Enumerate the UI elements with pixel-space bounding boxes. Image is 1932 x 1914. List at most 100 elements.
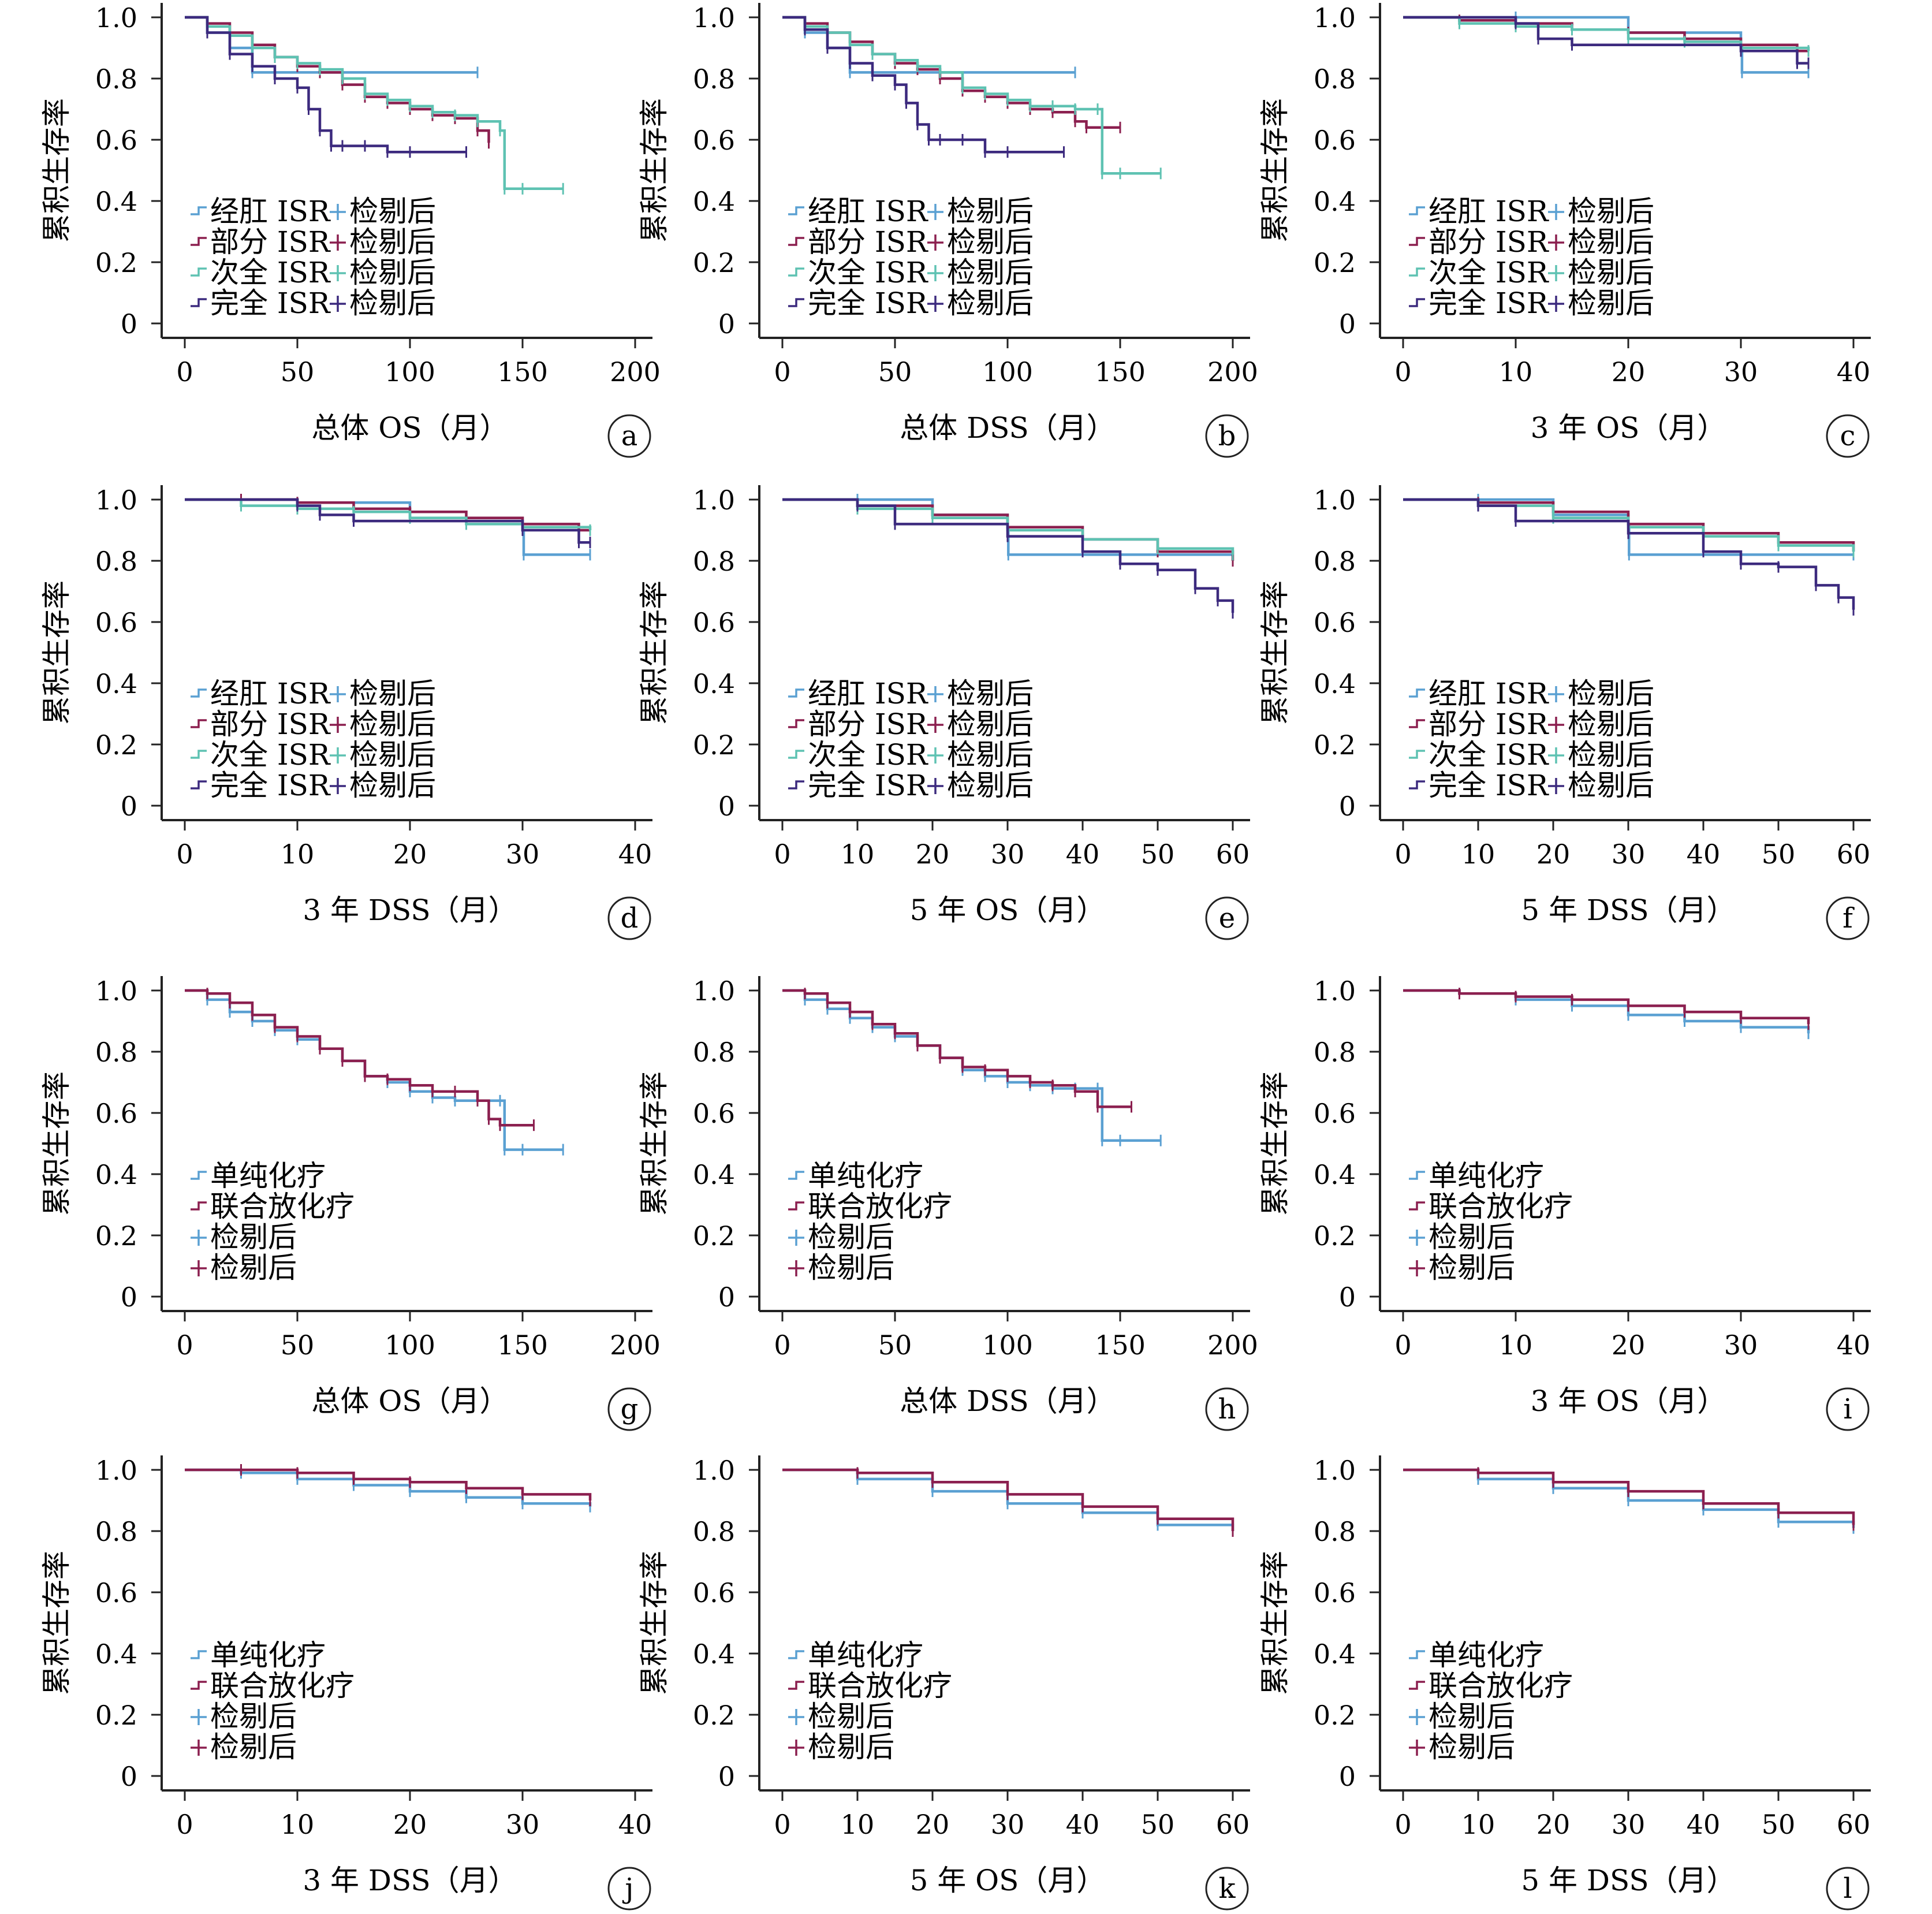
x-tick-label: 200 — [610, 356, 661, 388]
legend-swatch — [788, 1171, 804, 1180]
legend-censor-label: 检剔后 — [947, 738, 1034, 772]
y-tick-label: 0.6 — [693, 1098, 735, 1129]
y-axis-label: 累积生存率 — [1258, 98, 1292, 243]
x-tick-label: 50 — [1762, 1809, 1796, 1840]
y-tick-label: 0.2 — [693, 1220, 735, 1252]
legend-censor-label: 检剔后 — [947, 769, 1034, 802]
x-tick-label: 20 — [1612, 356, 1646, 388]
series-0 — [1403, 1468, 1855, 1534]
y-tick-label: 0.6 — [1314, 1577, 1356, 1608]
x-tick-label: 50 — [281, 356, 315, 388]
x-tick-label: 0 — [176, 356, 193, 388]
y-tick-label: 0 — [121, 1282, 137, 1313]
x-axis-label: 3 年 OS（月） — [1531, 411, 1726, 445]
y-axis-label: 累积生存率 — [637, 580, 671, 725]
panel-g: 0 0.2 0.4 0.6 0.8 1.0 0 50 100 150 200 总体 OS（月） 累积生存… — [40, 975, 661, 1431]
km-curve — [1403, 989, 1810, 1025]
panel-d: 0 0.2 0.4 0.6 0.8 1.0 0 10 20 30 40 3 年 DSS（月） 累积生存率… — [40, 485, 652, 940]
x-axis-label: 5 年 OS（月） — [910, 1864, 1106, 1897]
y-tick-label: 1.0 — [1314, 2, 1356, 33]
y-tick-label: 0.2 — [693, 1700, 735, 1731]
legend-swatch — [788, 780, 804, 790]
panel-letter: i — [1843, 1393, 1852, 1425]
legend-swatch — [788, 1650, 804, 1659]
legend-censor-label: 检剔后 — [349, 677, 436, 710]
y-tick-label: 0 — [121, 308, 137, 340]
legend-swatch — [1409, 750, 1425, 759]
y-tick-label: 0 — [718, 1282, 735, 1313]
km-curve — [185, 16, 467, 154]
legend-censor-label: 检剔后 — [1429, 1730, 1515, 1764]
x-tick-label: 0 — [1394, 1809, 1411, 1840]
legend-censor-label: 检剔后 — [947, 707, 1034, 741]
y-tick-label: 1.0 — [95, 975, 137, 1007]
y-tick-label: 0.2 — [95, 729, 137, 761]
x-axis-label: 3 年 OS（月） — [1531, 1384, 1726, 1418]
panel-letter-circle — [1205, 1867, 1249, 1911]
km-curve — [185, 16, 564, 191]
km-curve — [1403, 498, 1855, 610]
x-tick-label: 20 — [1536, 1809, 1571, 1840]
legend-swatch — [1409, 719, 1425, 728]
legend-censor-label: 检剔后 — [947, 225, 1034, 259]
y-tick-label: 0.4 — [95, 1639, 137, 1670]
x-axis-label: 总体 OS（月） — [311, 411, 508, 445]
series-3 — [782, 498, 1234, 619]
y-tick-label: 0.4 — [95, 186, 137, 217]
y-tick-label: 0.6 — [1314, 1098, 1356, 1129]
legend-label: 经肛 ISR — [210, 677, 331, 710]
x-tick-label: 200 — [610, 1330, 661, 1361]
x-tick-label: 0 — [774, 839, 790, 870]
legend-label: 单纯化疗 — [1429, 1639, 1544, 1672]
y-tick-label: 0.8 — [95, 1516, 137, 1547]
x-tick-label: 0 — [1394, 839, 1411, 870]
y-tick-label: 0.2 — [1314, 1220, 1356, 1252]
legend-censor-label: 检剔后 — [349, 707, 436, 741]
y-tick-label: 0 — [1339, 791, 1356, 822]
x-tick-label: 30 — [1612, 839, 1646, 870]
x-tick-label: 60 — [1837, 1809, 1871, 1840]
x-tick-label: 30 — [991, 1809, 1025, 1840]
legend-censor-label: 检剔后 — [210, 1251, 297, 1284]
legend-label: 完全 ISR — [1429, 286, 1549, 320]
y-tick-label: 0.6 — [95, 1577, 137, 1608]
panel-letter: f — [1843, 902, 1855, 934]
x-tick-label: 0 — [1394, 356, 1411, 388]
legend-censor-label: 检剔后 — [808, 1730, 894, 1764]
legend-label: 次全 ISR — [808, 738, 928, 772]
series-3 — [1403, 16, 1810, 69]
y-tick-label: 0.2 — [1314, 1700, 1356, 1731]
series-1 — [782, 16, 1121, 133]
legend-swatch — [191, 237, 207, 246]
km-curve — [782, 989, 1132, 1108]
legend-censor-label: 检剔后 — [808, 1700, 894, 1733]
y-tick-label: 1.0 — [693, 2, 735, 33]
legend-swatch — [191, 1171, 207, 1180]
legend-censor-label: 检剔后 — [349, 286, 436, 320]
x-tick-label: 40 — [1066, 1809, 1100, 1840]
y-axis-label: 累积生存率 — [40, 1551, 73, 1695]
x-tick-label: 50 — [878, 356, 912, 388]
x-tick-label: 40 — [1066, 839, 1100, 870]
km-curve — [185, 498, 592, 530]
x-tick-label: 10 — [281, 1809, 315, 1840]
y-tick-label: 0.8 — [1314, 1037, 1356, 1068]
x-tick-label: 50 — [281, 1330, 315, 1361]
y-tick-label: 0.6 — [693, 125, 735, 156]
km-curve — [185, 1468, 592, 1507]
series-3 — [782, 16, 1065, 158]
x-tick-label: 50 — [1141, 839, 1175, 870]
y-tick-label: 0.6 — [95, 1098, 137, 1129]
panel-letter: l — [1843, 1872, 1852, 1905]
legend-label: 部分 ISR — [808, 707, 928, 741]
legend-swatch — [1409, 1171, 1425, 1180]
legend-swatch — [788, 206, 804, 215]
legend-censor-label: 检剔后 — [349, 769, 436, 802]
y-tick-label: 1.0 — [693, 1455, 735, 1486]
y-tick-label: 1.0 — [95, 2, 137, 33]
km-curve — [1403, 989, 1810, 1034]
legend-censor-label: 检剔后 — [349, 195, 436, 228]
